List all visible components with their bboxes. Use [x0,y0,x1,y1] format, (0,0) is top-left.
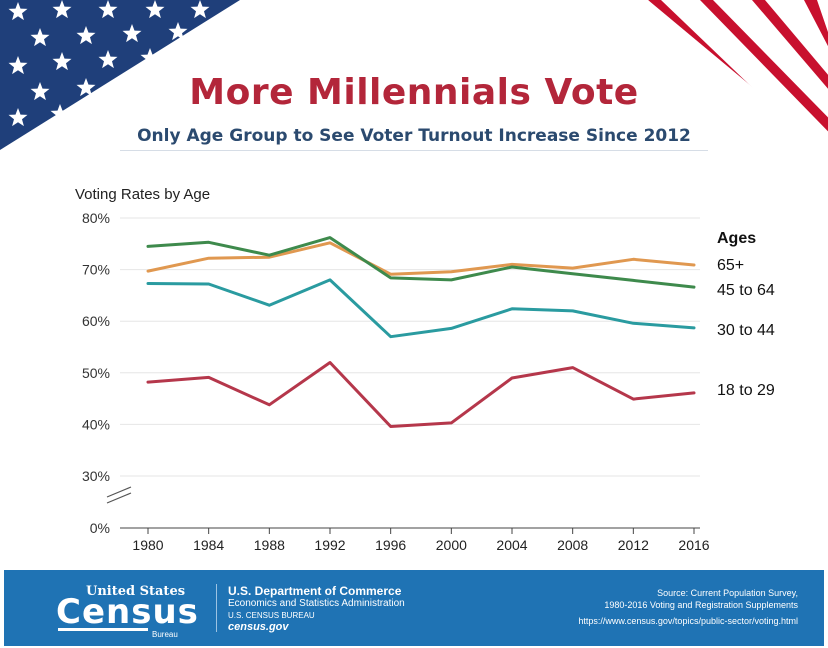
flag-stripes-decoration [648,0,828,150]
legend-title: Ages [717,230,756,247]
flag-stripe [700,0,828,132]
star-icon [30,82,50,101]
x-tick-label: 1980 [132,537,163,553]
series-line-65 [146,241,696,276]
source-url-link[interactable]: https://www.census.gov/topics/public-sec… [578,616,798,626]
y-tick-label: 50% [82,365,110,381]
x-tick-label: 2016 [678,537,709,553]
x-tick-label: 1992 [314,537,345,553]
star-icon [145,0,165,19]
flag-stripe [778,0,828,68]
flag-stripe [726,0,828,111]
y-tick-label: 30% [82,468,110,484]
bureau-name: U.S. CENSUS BUREAU [228,611,315,620]
legend-label: 30 to 44 [717,322,775,339]
y-tick-label: 40% [82,416,110,432]
x-tick-label: 1988 [254,537,285,553]
star-icon [30,28,50,47]
star-icon [98,50,118,69]
series-line-18-to-29 [146,361,696,428]
star-icon [76,78,96,97]
series-line-45-to-64 [146,236,696,289]
star-icon [76,26,96,45]
flag-stars-decoration [0,0,240,150]
x-tick-label: 2008 [557,537,588,553]
census-logo-top: United States [86,584,186,599]
star-icon [26,130,46,149]
source-line-2: 1980-2016 Voting and Registration Supple… [604,600,798,610]
census-logo-bottom: Bureau [152,630,178,639]
source-line-1: Source: Current Population Survey, [657,588,798,598]
x-tick-label: 1984 [193,537,224,553]
footer-divider [216,584,217,632]
star-icon [50,104,70,123]
voting-rates-chart: Voting Rates by Age 0% 30% 40% 50% 60% 70% 80%… [75,186,775,553]
x-tick-label: 2004 [496,537,527,553]
y-tick-label: 60% [82,313,110,329]
star-icon [84,98,104,117]
flag-stripe [674,0,828,150]
legend-label: 18 to 29 [717,382,775,399]
y-tick-label: 70% [82,262,110,278]
star-icon [98,0,118,19]
y-tick-label: 0% [90,520,110,536]
star-icon [168,22,188,41]
census-gov-link[interactable]: census.gov [228,621,289,633]
page-subtitle: Only Age Group to See Voter Turnout Incr… [137,126,691,146]
esa-name: Economics and Statistics Administration [228,598,405,609]
star-icon [52,0,72,19]
star-icon [140,48,160,67]
flag-stripe [752,0,828,89]
star-icon [122,24,142,43]
footer-banner: United States Census Bureau U.S. Departm… [4,570,824,646]
y-tick-label: 80% [82,210,110,226]
dept-name: U.S. Department of Commerce [228,584,402,598]
series-line-30-to-44 [146,278,696,339]
legend-label: 65+ [717,257,744,274]
x-tick-label: 2000 [436,537,467,553]
logo-underline [58,628,148,631]
star-icon [8,108,28,127]
chart-title: Voting Rates by Age [75,186,210,203]
star-icon [8,56,28,75]
x-tick-label: 2012 [618,537,649,553]
census-logo[interactable]: Census [56,592,199,632]
legend-label: 45 to 64 [717,282,775,299]
star-icon [190,0,210,19]
star-icon [112,74,132,93]
flag-stripe [804,0,828,47]
star-icon [8,2,28,21]
page-title: More Millennials Vote [189,72,639,113]
star-icon [52,52,72,71]
axis-break-icon [106,486,132,504]
subtitle-underline [120,150,708,151]
x-tick-label: 1996 [375,537,406,553]
